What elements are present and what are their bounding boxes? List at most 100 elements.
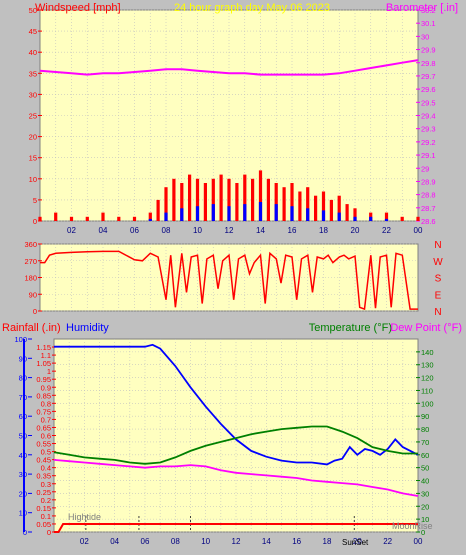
lower-x-tick-6: 14 bbox=[262, 537, 271, 546]
direction-tick-1: 90 bbox=[29, 290, 37, 299]
hightide-label: Hightide bbox=[68, 512, 101, 522]
barometer-tick-7: 29.3 bbox=[421, 125, 436, 134]
lower-x-tick-11: 00 bbox=[414, 537, 423, 546]
humidity-tick-7: 70 bbox=[19, 393, 27, 402]
rainfall-tick-7: 0.35 bbox=[36, 472, 51, 481]
wind-x-tick-1: 04 bbox=[99, 226, 108, 235]
barometer-tick-4: 29 bbox=[421, 164, 429, 173]
wind-x-tick-0: 02 bbox=[67, 226, 76, 235]
rainfall-tick-11: 0.55 bbox=[36, 440, 51, 449]
wind-bar-0-35 bbox=[384, 212, 389, 221]
wind-bar-0-27 bbox=[306, 187, 310, 221]
rainfall-tick-20: 1 bbox=[47, 367, 51, 376]
wind-bar-1-10 bbox=[306, 208, 310, 221]
temperature-title: Temperature (°F) bbox=[309, 322, 392, 334]
windspeed-tick-10: 50 bbox=[29, 6, 37, 15]
wind-bar-1-5 bbox=[227, 206, 231, 221]
temperature-tick-6: 60 bbox=[421, 451, 429, 460]
humidity-tick-2: 20 bbox=[19, 489, 27, 498]
compass-4: N bbox=[434, 307, 441, 318]
lower-x-tick-4: 10 bbox=[201, 537, 210, 546]
wind-bar-1-9 bbox=[290, 206, 294, 221]
rainfall-tick-1: 0.05 bbox=[36, 520, 51, 529]
wind-bar-0-11 bbox=[180, 183, 184, 221]
wind-bar-1-8 bbox=[274, 204, 278, 221]
rainfall-tick-18: 0.9 bbox=[41, 383, 51, 392]
wind-bars bbox=[38, 170, 420, 221]
wind-bar-0-5 bbox=[117, 216, 121, 221]
wind-bar-1-1 bbox=[164, 212, 168, 221]
lower-x-tick-1: 04 bbox=[110, 537, 119, 546]
temperature-tick-8: 80 bbox=[421, 425, 429, 434]
wind-bar-1-14 bbox=[369, 216, 373, 221]
barometer-tick-11: 29.7 bbox=[421, 72, 436, 81]
wind-x-tick-11: 00 bbox=[414, 226, 423, 235]
wind-bar-0-24 bbox=[282, 187, 286, 221]
rainfall-tick-2: 0.1 bbox=[41, 512, 51, 521]
wind-bar-0-16 bbox=[219, 174, 223, 221]
rainfall-tick-19: 0.95 bbox=[36, 375, 51, 384]
rainfall-tick-6: 0.3 bbox=[41, 480, 51, 489]
windspeed-axis: 0 5 10 15 20 25 30 35 40 45 50 bbox=[29, 6, 42, 226]
humidity-tick-0: 0 bbox=[23, 528, 27, 537]
wind-x-tick-2: 06 bbox=[130, 226, 139, 235]
wind-x-tick-8: 18 bbox=[319, 226, 328, 235]
lower-x-tick-8: 18 bbox=[323, 537, 332, 546]
wind-bar-0-1 bbox=[54, 212, 58, 221]
rainfall-tick-5: 0.25 bbox=[36, 488, 51, 497]
wind-x-tick-9: 20 bbox=[351, 226, 360, 235]
wind-bar-0-14 bbox=[203, 183, 207, 221]
barometer-tick-1: 28.7 bbox=[421, 204, 436, 213]
rainfall-tick-21: 1.05 bbox=[36, 359, 51, 368]
dewpoint-title: Dew Point (°F) bbox=[390, 322, 462, 334]
wind-bar-0-3 bbox=[85, 216, 89, 221]
lower-x-tick-9: 20 bbox=[353, 537, 362, 546]
humidity-tick-10: 100 bbox=[14, 335, 27, 344]
rainfall-tick-23: 1.15 bbox=[36, 343, 51, 352]
wind-bar-1-4 bbox=[211, 204, 215, 221]
windspeed-tick-1: 5 bbox=[33, 196, 37, 205]
graph-date-title: 24 hour graph day May 06 2023 bbox=[174, 2, 330, 14]
wind-bar-0-26 bbox=[298, 191, 302, 221]
wind-bar-0-15 bbox=[211, 178, 215, 221]
wind-bar-0-9 bbox=[164, 187, 168, 221]
humidity-title: Humidity bbox=[66, 322, 109, 334]
wind-bar-1-12 bbox=[337, 212, 341, 221]
humidity-tick-3: 30 bbox=[19, 470, 27, 479]
temperature-tick-10: 100 bbox=[421, 399, 434, 408]
rainfall-tick-3: 0.15 bbox=[36, 504, 51, 513]
rainfall-tick-13: 0.65 bbox=[36, 423, 51, 432]
wind-bar-0-18 bbox=[235, 183, 239, 221]
rainfall-line bbox=[54, 523, 418, 533]
rainfall-tick-22: 1.1 bbox=[41, 351, 51, 360]
barometer-tick-12: 29.8 bbox=[421, 59, 436, 68]
wind-bar-0-28 bbox=[314, 195, 318, 221]
barometer-line bbox=[39, 59, 419, 76]
wind-bar-0-8 bbox=[156, 199, 160, 221]
compass-1: W bbox=[433, 257, 443, 268]
wind-x-tick-10: 22 bbox=[382, 226, 391, 235]
barometer-axis: 28.6 28.7 28.8 28.9 29 29.1 29.2 29.3 29.4 29.5 29… bbox=[416, 6, 436, 226]
humidity-tick-1: 10 bbox=[19, 509, 27, 518]
temperature-tick-1: 10 bbox=[421, 515, 429, 524]
humidity-tick-9: 90 bbox=[19, 354, 27, 363]
wind-bar-0-17 bbox=[227, 178, 231, 221]
rainfall-tick-16: 0.8 bbox=[41, 399, 51, 408]
wind-bar-0-19 bbox=[243, 174, 247, 221]
rainfall-tick-8: 0.4 bbox=[41, 464, 51, 473]
lower-x-tick-10: 22 bbox=[383, 537, 392, 546]
wind-bar-0-10 bbox=[172, 178, 176, 221]
rainfall-tick-14: 0.7 bbox=[41, 415, 51, 424]
lower-x-axis: 02 04 06 08 10 12 14 16 18 20 22 00 bbox=[80, 537, 423, 546]
wind-bar-1-15 bbox=[384, 218, 389, 221]
direction-tick-2: 180 bbox=[24, 274, 37, 283]
barometer-tick-10: 29.6 bbox=[421, 85, 436, 94]
windspeed-tick-7: 35 bbox=[29, 69, 37, 78]
temperature-tick-4: 40 bbox=[421, 477, 429, 486]
lower-grid bbox=[54, 339, 418, 533]
humidity-tick-6: 60 bbox=[19, 412, 27, 421]
compass-2: S bbox=[435, 274, 442, 285]
wind-bar-0-12 bbox=[188, 174, 192, 221]
lower-x-tick-2: 06 bbox=[141, 537, 150, 546]
wind-direction-line bbox=[40, 250, 418, 311]
